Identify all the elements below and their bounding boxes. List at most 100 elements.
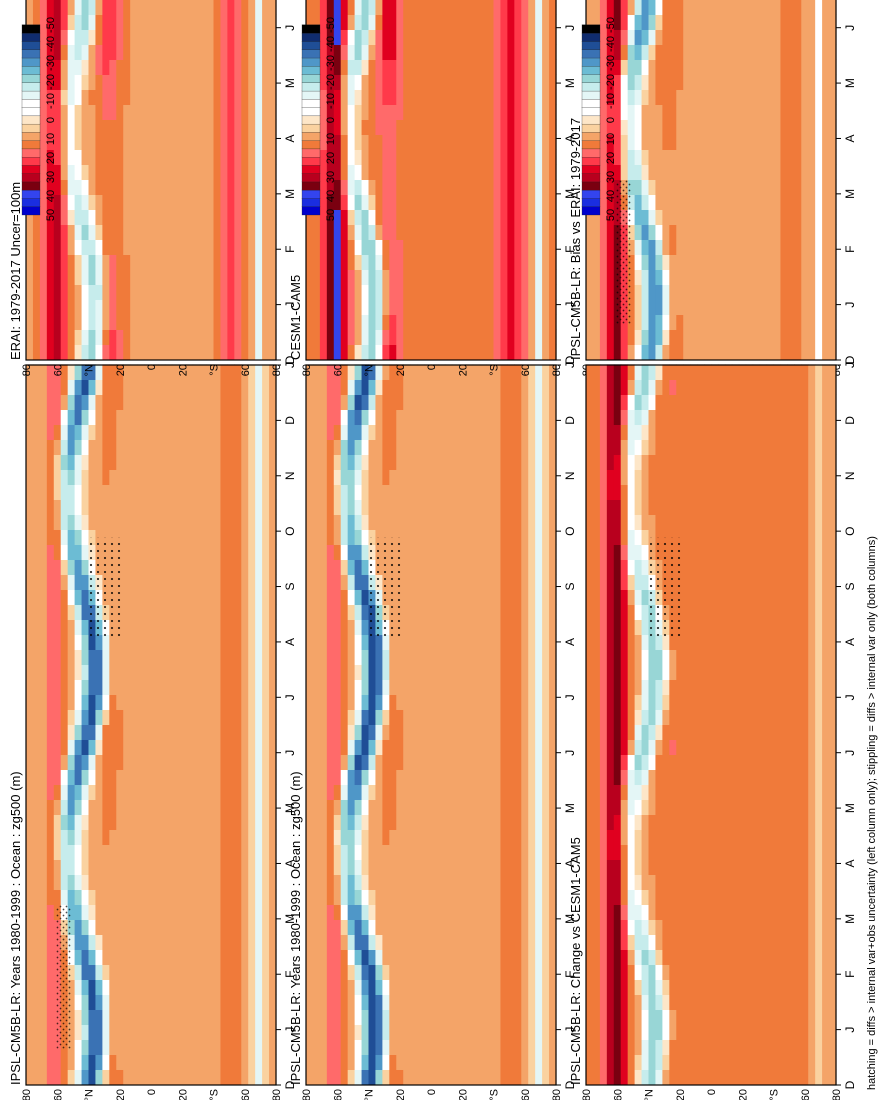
heat-cell	[67, 284, 76, 300]
heat-cell	[241, 89, 249, 105]
heat-cell	[521, 439, 529, 455]
heat-cell	[102, 829, 110, 845]
heat-cell	[46, 799, 55, 815]
heat-cell	[171, 994, 180, 1010]
heat-cell	[130, 1069, 138, 1085]
heat-cell	[507, 484, 515, 500]
heat-cell	[472, 1024, 481, 1040]
heat-cell	[81, 179, 90, 195]
heat-cell	[306, 469, 314, 485]
heat-cell	[269, 514, 277, 530]
heat-cell	[549, 664, 557, 680]
heat-cell	[542, 724, 550, 740]
heat-cell	[32, 1054, 41, 1070]
heat-cell	[227, 634, 235, 650]
heat-cell	[241, 619, 249, 635]
heat-cell	[347, 424, 356, 440]
heat-cell	[465, 514, 474, 530]
heat-cell	[95, 194, 103, 210]
heat-cell	[424, 1024, 432, 1040]
heat-cell	[192, 424, 201, 440]
heat-cell	[375, 1024, 383, 1040]
heat-cell	[32, 949, 41, 965]
heat-cell	[312, 514, 321, 530]
heat-cell	[130, 394, 138, 410]
heat-cell	[347, 394, 356, 410]
heat-cell	[32, 739, 41, 755]
heat-cell	[500, 589, 508, 605]
heat-cell	[521, 964, 529, 980]
month-tick-label: A	[563, 638, 577, 646]
heat-cell	[227, 544, 235, 560]
heat-cell	[95, 284, 103, 300]
heat-cell	[340, 934, 349, 950]
heat-cell	[451, 514, 460, 530]
heat-cell	[528, 964, 536, 980]
heat-cell	[220, 1069, 228, 1085]
heat-cell	[389, 799, 397, 815]
heat-cell	[199, 814, 208, 830]
heat-cell	[32, 904, 41, 920]
heat-cell	[144, 409, 152, 425]
heat-cell	[109, 724, 117, 740]
heat-cell	[493, 634, 502, 650]
heat-cell	[213, 739, 222, 755]
heat-cell	[227, 1039, 235, 1055]
heat-cell	[521, 934, 529, 950]
heat-cell	[507, 559, 515, 575]
heat-cell	[53, 514, 62, 530]
heat-cell	[479, 394, 488, 410]
heat-cell	[514, 994, 522, 1010]
heat-cell	[178, 964, 187, 980]
heat-cell	[39, 484, 48, 500]
heat-cell	[206, 299, 215, 315]
heat-cell	[507, 1069, 515, 1085]
month-tick-label: M	[283, 914, 297, 924]
heat-cell	[192, 364, 201, 380]
heat-cell	[60, 29, 69, 45]
heat-cell	[102, 134, 110, 150]
heat-cell	[396, 364, 404, 380]
heat-cell	[326, 769, 335, 785]
heat-cell	[192, 679, 201, 695]
heat-cell	[437, 934, 446, 950]
heat-cell	[319, 1024, 328, 1040]
heat-cell	[151, 134, 159, 150]
heat-cell	[74, 739, 83, 755]
heat-cell	[102, 1039, 110, 1055]
heat-cell	[157, 529, 166, 545]
heat-cell	[444, 409, 453, 425]
heat-cell	[130, 149, 138, 165]
heat-cell	[354, 859, 363, 875]
heat-cell	[458, 364, 467, 380]
heat-cell	[375, 484, 383, 500]
heat-cell	[479, 874, 488, 890]
heat-cell	[123, 379, 131, 395]
heat-cell	[549, 1054, 557, 1070]
heat-cell	[319, 1054, 328, 1070]
heat-cell	[486, 394, 495, 410]
heat-cell	[39, 299, 48, 315]
heat-cell	[410, 874, 418, 890]
heat-cell	[417, 739, 425, 755]
heat-cell	[417, 889, 425, 905]
heat-cell	[67, 299, 76, 315]
heat-cell	[171, 29, 180, 45]
heat-cell	[178, 14, 187, 30]
heat-cell	[102, 769, 110, 785]
heat-cell	[417, 859, 425, 875]
heat-cell	[479, 634, 488, 650]
heat-cell	[199, 724, 208, 740]
heat-cell	[137, 134, 145, 150]
heat-cell	[326, 919, 335, 935]
heat-cell	[178, 314, 187, 330]
heat-cell	[185, 224, 194, 240]
heat-cell	[269, 74, 277, 90]
heat-cell	[382, 799, 390, 815]
heat-cell	[312, 1009, 321, 1025]
heat-cell	[137, 1024, 145, 1040]
heat-cell	[507, 934, 515, 950]
heat-cell	[227, 329, 235, 345]
heat-cell	[39, 949, 48, 965]
heat-cell	[528, 814, 536, 830]
